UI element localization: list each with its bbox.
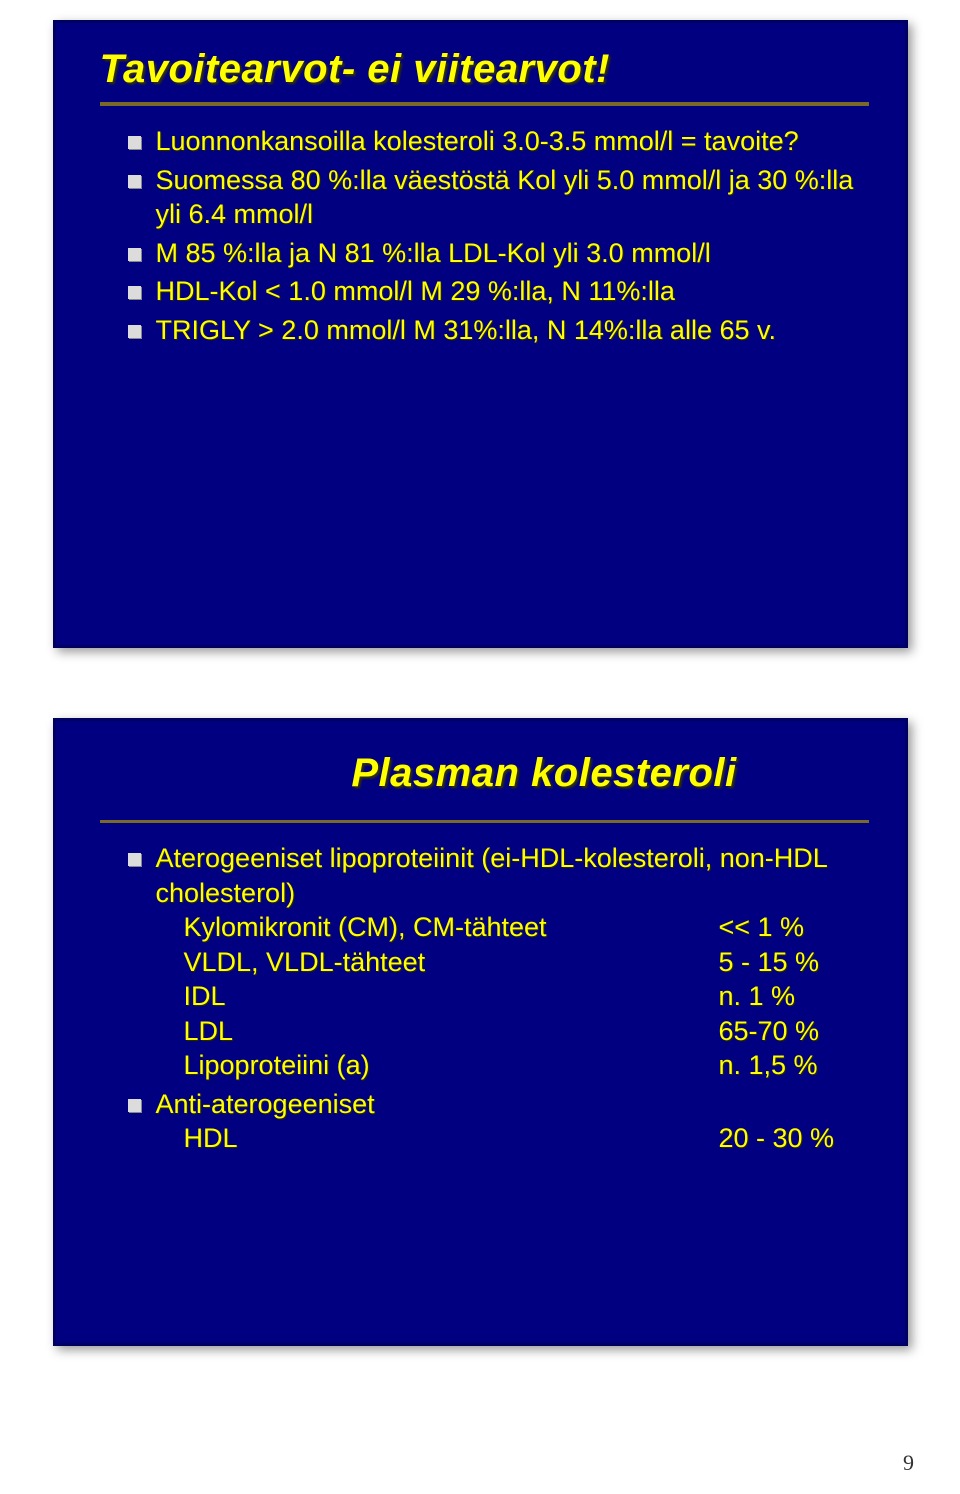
list-item: M 85 %:lla ja N 81 %:lla LDL-Kol yli 3.0… — [128, 236, 869, 271]
table-row: HDL 20 - 30 % — [184, 1121, 869, 1156]
row-label: LDL — [184, 1014, 234, 1049]
group2-header: Anti-aterogeeniset — [156, 1089, 375, 1119]
slide1-underline — [100, 102, 869, 106]
page: Tavoitearvot- ei viitearvot! Luonnonkans… — [0, 0, 960, 1494]
row-label: Kylomikronit (CM), CM-tähteet — [184, 910, 547, 945]
list-item: TRIGLY > 2.0 mmol/l M 31%:lla, N 14%:lla… — [128, 313, 869, 348]
slide2-title: Plasman kolesteroli — [220, 751, 869, 796]
list-item-group1: Aterogeeniset lipoproteiinit (ei-HDL-kol… — [128, 841, 869, 1083]
slide1-list: Luonnonkansoilla kolesteroli 3.0-3.5 mmo… — [128, 124, 869, 347]
slide1-title: Tavoitearvot- ei viitearvot! — [100, 47, 869, 92]
page-number: 9 — [903, 1450, 914, 1476]
table-row: Kylomikronit (CM), CM-tähteet << 1 % — [184, 910, 869, 945]
row-label: Lipoproteiini (a) — [184, 1048, 370, 1083]
list-item: HDL-Kol < 1.0 mmol/l M 29 %:lla, N 11%:l… — [128, 274, 869, 309]
list-item: Luonnonkansoilla kolesteroli 3.0-3.5 mmo… — [128, 124, 869, 159]
group2-rows: HDL 20 - 30 % — [184, 1121, 869, 1156]
table-row: Lipoproteiini (a) n. 1,5 % — [184, 1048, 869, 1083]
row-value: 5 - 15 % — [719, 945, 869, 980]
list-item-group2: Anti-aterogeeniset HDL 20 - 30 % — [128, 1087, 869, 1156]
row-value: 20 - 30 % — [719, 1121, 869, 1156]
slide2-list: Aterogeeniset lipoproteiinit (ei-HDL-kol… — [128, 841, 869, 1156]
row-value: 65-70 % — [719, 1014, 869, 1049]
slide-1: Tavoitearvot- ei viitearvot! Luonnonkans… — [53, 20, 908, 648]
table-row: IDL n. 1 % — [184, 979, 869, 1014]
slide-2: Plasman kolesteroli Aterogeeniset lipopr… — [53, 718, 908, 1346]
row-value: n. 1,5 % — [719, 1048, 869, 1083]
row-value: << 1 % — [719, 910, 869, 945]
table-row: LDL 65-70 % — [184, 1014, 869, 1049]
row-label: IDL — [184, 979, 226, 1014]
row-value: n. 1 % — [719, 979, 869, 1014]
table-row: VLDL, VLDL-tähteet 5 - 15 % — [184, 945, 869, 980]
slide2-underline — [100, 820, 869, 823]
group1-header: Aterogeeniset lipoproteiinit (ei-HDL-kol… — [156, 843, 827, 908]
list-item: Suomessa 80 %:lla väestöstä Kol yli 5.0 … — [128, 163, 869, 232]
row-label: VLDL, VLDL-tähteet — [184, 945, 426, 980]
group1-rows: Kylomikronit (CM), CM-tähteet << 1 % VLD… — [184, 910, 869, 1083]
row-label: HDL — [184, 1121, 238, 1156]
